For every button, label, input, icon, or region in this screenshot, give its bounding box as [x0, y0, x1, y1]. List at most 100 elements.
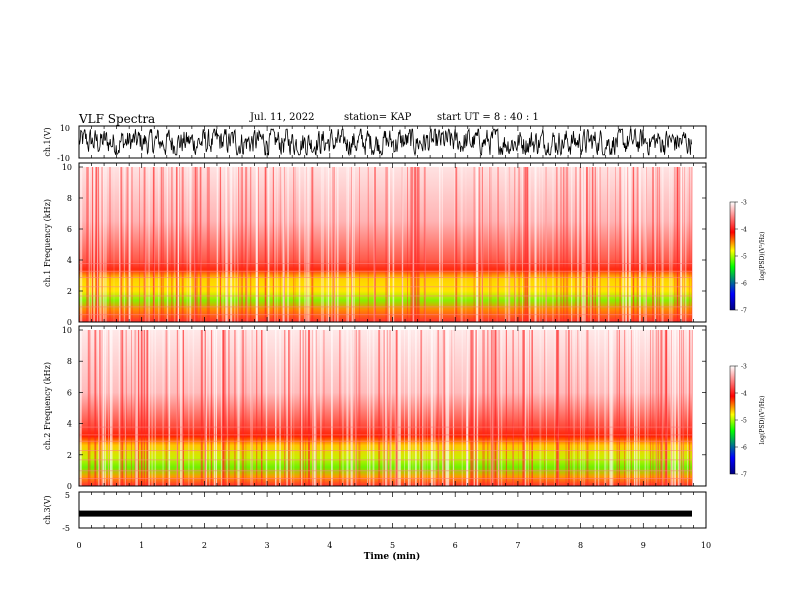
spectrogram-texture [627, 167, 628, 322]
spectrogram-texture [522, 330, 524, 486]
spectrogram-texture [158, 167, 160, 322]
ch1-ylabel: ch.1(V) [43, 127, 52, 156]
spectrogram-texture [163, 167, 164, 322]
x-tick-label: 1 [139, 541, 144, 550]
spectrogram-texture [666, 330, 668, 486]
spectrogram-texture [556, 330, 558, 486]
spectrogram-texture [294, 167, 296, 322]
spectrogram-texture [411, 167, 414, 322]
spectrogram-texture [146, 167, 148, 322]
spectrogram-texture [539, 330, 542, 486]
spectrogram-texture [208, 167, 210, 322]
spectrogram-texture [245, 330, 247, 486]
spectrogram-texture [308, 330, 310, 486]
spectrogram-texture [665, 330, 668, 486]
spectrogram-texture [79, 434, 692, 436]
spectrogram-texture [662, 167, 664, 322]
spectrogram-texture [120, 167, 122, 322]
spectrogram-texture [670, 167, 673, 322]
spectrogram-texture [328, 167, 330, 322]
spectrogram-texture [383, 330, 385, 486]
spectrogram-texture [79, 470, 692, 472]
ch2-colorbar-label: log(PSD)(V²/Hz) [759, 396, 766, 445]
spectrogram-texture [91, 167, 92, 322]
spectrogram-texture [331, 330, 333, 486]
spectrogram-texture [598, 330, 600, 486]
spectrogram-texture [250, 330, 251, 486]
spectrogram-texture [265, 330, 268, 486]
spectrogram-texture [128, 167, 131, 322]
spectrogram-texture [632, 167, 635, 322]
spectrogram-texture [565, 330, 567, 486]
spectrogram-texture [93, 167, 95, 322]
spectrogram-texture [618, 330, 620, 486]
spectrogram-texture [518, 167, 521, 322]
x-tick-label: 5 [390, 541, 395, 550]
spectrogram-texture [412, 167, 413, 322]
spectrogram-texture [100, 167, 102, 322]
spectrogram-texture [143, 330, 146, 486]
spectrogram-texture [313, 330, 315, 486]
spectrogram-texture [87, 330, 90, 486]
spectrogram-texture [339, 330, 341, 486]
spectrogram-texture [206, 167, 208, 322]
spectrogram-texture [490, 330, 493, 486]
spectrogram-texture [638, 330, 640, 486]
spectrogram-texture [283, 167, 285, 322]
spectrogram-texture [196, 167, 198, 322]
spectrogram-texture [123, 167, 125, 322]
spectrogram-texture [465, 167, 467, 322]
colorbar-tick-label: -3 [741, 364, 747, 371]
spectrogram-texture [299, 330, 301, 486]
colorbar-tick-label: -6 [741, 281, 747, 288]
spectrogram-texture [342, 330, 344, 486]
spectrogram-texture [650, 330, 651, 486]
spectrogram-texture [678, 330, 681, 486]
spectrogram-texture [79, 306, 692, 308]
spectrogram-texture [671, 330, 672, 486]
spectrogram-texture [554, 330, 555, 486]
spectrogram-texture [562, 167, 565, 322]
spectrogram-texture [583, 330, 585, 486]
spectrogram-texture [79, 478, 692, 479]
spectrogram-texture [622, 167, 625, 322]
spectrogram-texture [674, 167, 676, 322]
spectrogram-texture [571, 330, 572, 486]
spectrogram-texture [670, 330, 672, 486]
spectrogram-texture [470, 330, 473, 486]
spectrogram-texture [434, 330, 435, 486]
spectrogram-texture [658, 167, 660, 322]
spectrogram-texture [675, 330, 676, 486]
spectrogram-texture [438, 330, 440, 486]
spectrogram-texture [373, 167, 376, 322]
spectrogram-texture [488, 330, 490, 486]
spectrogram-texture [382, 330, 384, 486]
spectrogram-texture [102, 330, 105, 486]
spectrogram-texture [283, 167, 285, 322]
ch1-waveform-line [78, 127, 692, 157]
x-axis-label: Time (min) [364, 551, 421, 562]
spectrogram-texture [508, 167, 511, 322]
spectrogram-texture [473, 330, 475, 486]
spectrogram-texture [101, 330, 103, 486]
spectrogram-texture [251, 330, 253, 486]
spectrogram-texture [598, 167, 600, 322]
spectrogram-texture [192, 330, 195, 486]
spectrogram-texture [336, 167, 339, 322]
y-tick-label: 10 [62, 326, 72, 335]
spectrogram-texture [626, 330, 629, 486]
spectrogram-texture [241, 167, 243, 322]
ch2-spectrogram-panel: 0 2 4 6 8 10 ch.2 Frequency (kHz) [43, 325, 707, 491]
spectrogram-texture [137, 330, 140, 486]
spectrogram-texture [288, 330, 290, 486]
spectrogram-texture [587, 330, 589, 486]
spectrogram-texture [109, 167, 111, 322]
spectrogram-texture [129, 167, 131, 322]
ch2-colorbar: -3 -4 -5 -6 -7 log(PSD)(V²/Hz) [729, 364, 766, 479]
spectrogram-texture [585, 167, 586, 322]
spectrogram-texture [423, 167, 426, 322]
x-tick-label: 4 [327, 541, 332, 550]
spectrogram-texture [452, 330, 455, 486]
spectrogram-texture [256, 167, 258, 322]
spectrogram-texture [126, 167, 129, 322]
